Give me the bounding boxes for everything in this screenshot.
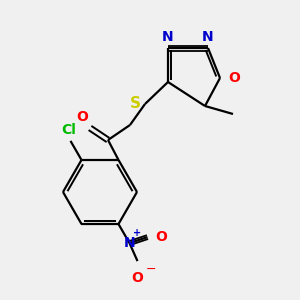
Text: S: S: [130, 97, 141, 112]
Text: +: +: [133, 228, 141, 238]
Text: N: N: [202, 30, 214, 44]
Text: O: O: [76, 110, 88, 124]
Text: N: N: [124, 236, 135, 250]
Text: N: N: [162, 30, 174, 44]
Text: O: O: [132, 271, 143, 285]
Text: O: O: [228, 71, 240, 85]
Text: −: −: [146, 262, 156, 276]
Text: Cl: Cl: [61, 123, 76, 137]
Text: O: O: [155, 230, 167, 244]
